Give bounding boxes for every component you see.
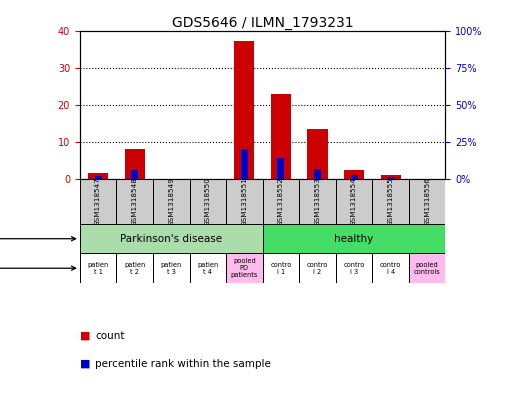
Text: GSM1318552: GSM1318552 bbox=[278, 177, 284, 226]
Bar bbox=[336, 179, 372, 224]
Text: GSM1318550: GSM1318550 bbox=[205, 177, 211, 226]
Title: GDS5646 / ILMN_1793231: GDS5646 / ILMN_1793231 bbox=[172, 17, 353, 30]
Bar bbox=[95, 176, 101, 179]
Text: ■: ■ bbox=[80, 331, 90, 341]
Bar bbox=[80, 253, 116, 283]
Text: contro
l 1: contro l 1 bbox=[270, 262, 291, 275]
Bar bbox=[271, 94, 291, 179]
Bar bbox=[351, 175, 357, 179]
Text: disease state: disease state bbox=[0, 234, 76, 244]
Bar bbox=[381, 175, 401, 179]
Text: GSM1318556: GSM1318556 bbox=[424, 177, 430, 226]
Text: GSM1318553: GSM1318553 bbox=[315, 177, 320, 226]
Bar bbox=[234, 40, 254, 179]
Text: Parkinson's disease: Parkinson's disease bbox=[120, 234, 222, 244]
Bar bbox=[314, 169, 321, 179]
Bar bbox=[263, 253, 299, 283]
Text: GSM1318549: GSM1318549 bbox=[168, 177, 174, 226]
Text: individual: individual bbox=[0, 263, 76, 273]
Bar bbox=[299, 253, 336, 283]
Text: GSM1318555: GSM1318555 bbox=[388, 177, 393, 226]
Text: count: count bbox=[95, 331, 125, 341]
Bar bbox=[190, 179, 226, 224]
Bar bbox=[372, 179, 409, 224]
Bar bbox=[131, 170, 138, 179]
Bar bbox=[409, 179, 445, 224]
Bar bbox=[263, 179, 299, 224]
Bar bbox=[153, 179, 190, 224]
Text: patien
t 3: patien t 3 bbox=[161, 262, 182, 275]
Text: contro
l 4: contro l 4 bbox=[380, 262, 401, 275]
Bar bbox=[153, 253, 190, 283]
Bar bbox=[80, 224, 263, 253]
Bar bbox=[226, 253, 263, 283]
Text: pooled
controls: pooled controls bbox=[414, 262, 440, 275]
Text: patien
t 2: patien t 2 bbox=[124, 262, 145, 275]
Bar bbox=[116, 179, 153, 224]
Text: pooled
PD
patients: pooled PD patients bbox=[231, 258, 258, 278]
Text: GSM1318551: GSM1318551 bbox=[242, 177, 247, 226]
Bar bbox=[226, 179, 263, 224]
Bar bbox=[241, 149, 248, 179]
Text: contro
l 2: contro l 2 bbox=[307, 262, 328, 275]
Bar bbox=[336, 253, 372, 283]
Bar bbox=[190, 253, 226, 283]
Bar bbox=[80, 179, 116, 224]
Bar bbox=[307, 129, 328, 179]
Bar bbox=[344, 170, 364, 179]
Bar bbox=[409, 253, 445, 283]
Text: GSM1318547: GSM1318547 bbox=[95, 177, 101, 226]
Text: GSM1318548: GSM1318548 bbox=[132, 177, 138, 226]
Bar bbox=[278, 158, 284, 179]
Bar bbox=[116, 253, 153, 283]
Text: contro
l 3: contro l 3 bbox=[344, 262, 365, 275]
Text: patien
t 1: patien t 1 bbox=[88, 262, 109, 275]
Text: ■: ■ bbox=[80, 358, 90, 369]
Text: percentile rank within the sample: percentile rank within the sample bbox=[95, 358, 271, 369]
Text: GSM1318554: GSM1318554 bbox=[351, 177, 357, 226]
Bar bbox=[88, 173, 108, 179]
Bar bbox=[263, 224, 445, 253]
Bar bbox=[125, 149, 145, 179]
Bar bbox=[372, 253, 409, 283]
Bar bbox=[299, 179, 336, 224]
Text: healthy: healthy bbox=[334, 234, 374, 244]
Text: patien
t 4: patien t 4 bbox=[197, 262, 218, 275]
Bar bbox=[387, 177, 394, 179]
